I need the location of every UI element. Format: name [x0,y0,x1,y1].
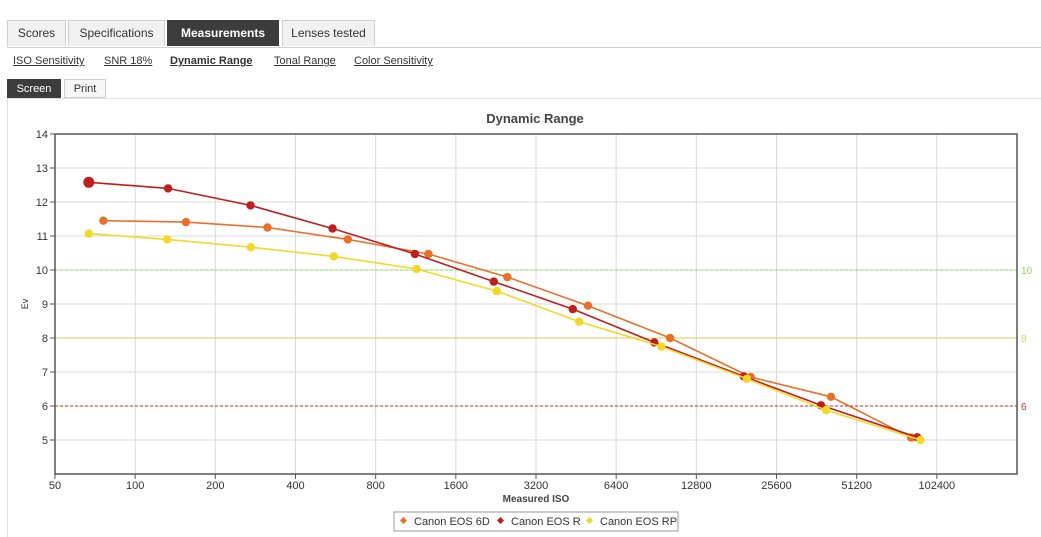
y-tick-label: 10 [36,265,48,277]
legend-label-canon-eos-r: Canon EOS R [511,516,581,528]
tab-specifications[interactable]: Specifications [68,20,165,46]
data-point-canon-eos-rp [163,235,172,244]
x-tick-label: 51200 [841,480,872,492]
data-point-canon-eos-6d [424,249,433,259]
chart-series [83,176,925,445]
data-point-canon-eos-r [328,224,337,233]
data-point-canon-eos-r [489,277,498,286]
data-point-canon-eos-6d [665,333,675,343]
x-tick-label: 3200 [524,480,548,492]
reference-lines: 10 8 6 [55,266,1033,413]
y-tick-label: 5 [42,435,48,447]
subnav-snr-18[interactable]: SNR 18% [104,55,153,67]
data-point-canon-eos-rp [329,252,338,261]
y-tick-label: 9 [42,299,48,311]
series-line-canon-eos-6d [103,219,912,439]
data-point-canon-eos-6d [503,272,512,282]
x-tick-label: 1600 [444,480,468,492]
x-tick-label: 102400 [918,480,955,492]
data-point-canon-eos-r [83,176,95,188]
measurement-tabs: Scores Specifications Measurements Lense… [7,20,1041,48]
legend-marker-canon-eos-r [496,516,505,525]
legend-marker-canon-eos-rp [585,516,594,525]
series-line-canon-eos-rp [88,232,921,441]
mode-screen-button[interactable]: Screen [7,79,61,98]
subnav-tonal-range[interactable]: Tonal Range [274,55,336,67]
chart-title: Dynamic Range [486,111,584,126]
y-axis-ticks: 5 6 7 8 9 10 11 12 13 14 [36,129,55,447]
legend-box [393,511,679,532]
subnav-iso-sensitivity[interactable]: ISO Sensitivity [13,55,85,67]
data-point-canon-eos-6d [583,301,593,310]
data-point-canon-eos-6d [343,235,353,244]
chart-panel [7,98,1041,537]
y-tick-label: 6 [42,401,48,413]
x-axis-label: Measured ISO [503,494,570,505]
data-point-canon-eos-rp [657,342,666,351]
legend-label-canon-eos-rp: Canon EOS RP [600,516,677,528]
y-tick-label: 14 [36,129,48,141]
reference-label-8: 8 [1021,334,1027,345]
y-tick-label: 7 [42,367,48,379]
data-point-canon-eos-6d [99,216,108,225]
subnav-color-sensitivity[interactable]: Color Sensitivity [354,55,433,67]
data-point-canon-eos-rp [916,435,925,445]
tab-measurements[interactable]: Measurements [167,20,279,46]
x-tick-label: 100 [126,480,144,492]
y-tick-label: 12 [36,197,48,209]
x-tick-label: 400 [286,480,304,492]
x-axis-ticks: 50 100 200 400 800 1600 3200 6400 12800 25600 5120… [49,474,955,492]
data-point-canon-eos-6d [826,392,836,401]
x-tick-label: 200 [206,480,224,492]
data-point-canon-eos-6d [263,223,272,232]
reference-label-10: 10 [1021,266,1033,277]
legend-label-canon-eos-6d: Canon EOS 6D [414,516,490,528]
tab-lenses-tested[interactable]: Lenses tested [282,20,375,46]
subnav-dynamic-range[interactable]: Dynamic Range [170,55,253,67]
chart-legend: Canon EOS 6D Canon EOS R Canon EOS RP [393,511,679,532]
legend-marker-canon-eos-6d [399,516,408,525]
series-line-canon-eos-r [88,181,918,439]
x-tick-label: 25600 [761,480,792,492]
data-point-canon-eos-r [163,184,173,193]
data-point-canon-eos-rp [246,243,256,252]
data-point-canon-eos-rp [575,317,584,326]
data-point-canon-eos-rp [492,286,501,296]
x-tick-label: 800 [366,480,384,492]
x-tick-label: 6400 [604,480,628,492]
data-point-canon-eos-r [568,304,577,314]
data-point-canon-eos-rp [742,374,751,383]
data-point-canon-eos-rp [821,405,831,415]
tab-scores[interactable]: Scores [7,20,66,46]
y-tick-label: 13 [36,163,48,175]
mode-print-button[interactable]: Print [64,79,106,98]
y-tick-label: 11 [37,231,48,243]
y-tick-label: 8 [42,333,48,345]
data-point-canon-eos-rp [412,264,421,274]
x-tick-label: 12800 [681,480,712,492]
data-point-canon-eos-r [410,249,420,259]
y-axis-label: Ev [20,298,30,309]
data-point-canon-eos-r [246,201,255,210]
x-tick-label: 50 [49,480,61,492]
reference-label-6: 6 [1021,402,1027,413]
data-point-canon-eos-rp [84,229,94,238]
data-point-canon-eos-6d [181,217,191,227]
